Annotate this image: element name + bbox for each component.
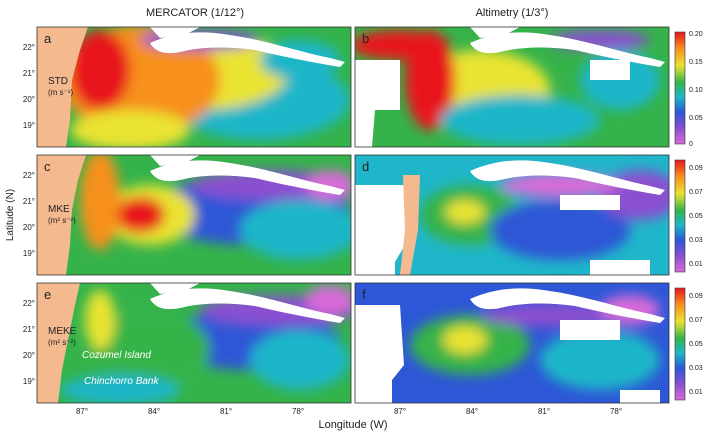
row-1-var-label: STD bbox=[48, 76, 68, 87]
colorbar-row-1: 0.20 0.15 0.10 0.05 0 bbox=[674, 31, 703, 148]
panel-c-letter: c bbox=[44, 159, 51, 174]
lon-tick: 81° bbox=[220, 407, 232, 416]
panel-b-map bbox=[355, 27, 669, 147]
row-2-var-label: MKE bbox=[48, 204, 70, 215]
lat-tick: 19° bbox=[23, 249, 35, 258]
panel-b-frame bbox=[354, 26, 670, 148]
colorbar-tick: 0.05 bbox=[689, 115, 703, 122]
lon-ticks-right: 87° 84° 81° 78° bbox=[394, 407, 622, 416]
panel-d-frame bbox=[354, 154, 670, 276]
lon-tick: 81° bbox=[538, 407, 550, 416]
colorbar-tick: 0.05 bbox=[689, 213, 703, 220]
panel-f-map bbox=[355, 283, 669, 403]
row-2-unit-label: (m² s⁻²) bbox=[48, 216, 76, 225]
lat-tick: 21° bbox=[23, 197, 35, 206]
panel-c-frame bbox=[36, 154, 352, 276]
colorbar-row-3: 0.09 0.07 0.05 0.03 0.01 bbox=[674, 287, 703, 401]
lat-tick: 22° bbox=[23, 43, 35, 52]
panel-e-map bbox=[37, 283, 351, 403]
colorbar-strip bbox=[674, 287, 686, 401]
row-1-unit-label: (m s⁻¹) bbox=[48, 88, 73, 97]
colorbar-tick: 0.15 bbox=[689, 59, 703, 66]
lat-tick: 22° bbox=[23, 299, 35, 308]
colorbar-tick: 0.20 bbox=[689, 31, 703, 38]
panel-a-map bbox=[37, 27, 351, 147]
colorbar-tick: 0.05 bbox=[689, 341, 703, 348]
colorbar-tick: 0.07 bbox=[689, 317, 703, 324]
lon-tick: 84° bbox=[466, 407, 478, 416]
panel-c-map bbox=[37, 155, 351, 275]
lon-tick: 84° bbox=[148, 407, 160, 416]
panel-f-letter: f bbox=[362, 287, 366, 302]
panel-a-letter: a bbox=[44, 31, 52, 46]
lon-tick: 78° bbox=[610, 407, 622, 416]
column-title-altimetry: Altimetry (1/3°) bbox=[476, 7, 549, 19]
row-3-unit-label: (m² s⁻²) bbox=[48, 338, 76, 347]
lat-tick: 22° bbox=[23, 171, 35, 180]
lat-tick: 21° bbox=[23, 69, 35, 78]
lat-tick: 19° bbox=[23, 121, 35, 130]
lat-tick: 20° bbox=[23, 95, 35, 104]
lat-tick: 21° bbox=[23, 325, 35, 334]
lat-ticks-row-3: 22° 21° 20° 19° bbox=[23, 299, 35, 386]
row-3-var-label: MEKE bbox=[48, 326, 77, 337]
chinchorro-bank-label: Chinchorro Bank bbox=[84, 376, 159, 387]
cozumel-island-label: Cozumel Island bbox=[82, 350, 151, 361]
lat-ticks-row-2: 22° 21° 20° 19° bbox=[23, 171, 35, 258]
panel-f-frame bbox=[354, 282, 670, 404]
panel-d-letter: d bbox=[362, 159, 369, 174]
lon-ticks-left: 87° 84° 81° 78° bbox=[76, 407, 304, 416]
colorbar-tick: 0.03 bbox=[689, 237, 703, 244]
lat-ticks-row-1: 22° 21° 20° 19° bbox=[23, 43, 35, 130]
lat-tick: 20° bbox=[23, 351, 35, 360]
colorbar-strip bbox=[674, 159, 686, 273]
colorbar-strip bbox=[674, 31, 686, 145]
colorbar-tick: 0.09 bbox=[689, 293, 703, 300]
colorbar-tick: 0.01 bbox=[689, 389, 703, 396]
colorbar-row-2: 0.09 0.07 0.05 0.03 0.01 bbox=[674, 159, 703, 273]
panel-d-map bbox=[355, 155, 669, 275]
colorbar-tick: 0.09 bbox=[689, 165, 703, 172]
colorbar-tick: 0.01 bbox=[689, 261, 703, 268]
panel-e-letter: e bbox=[44, 287, 51, 302]
panel-e-frame bbox=[36, 282, 352, 404]
y-axis-label: Latitude (N) bbox=[5, 189, 16, 241]
lon-tick: 78° bbox=[292, 407, 304, 416]
lat-tick: 20° bbox=[23, 223, 35, 232]
colorbar-tick: 0.07 bbox=[689, 189, 703, 196]
x-axis-label: Longitude (W) bbox=[318, 419, 387, 431]
colorbar-tick: 0 bbox=[689, 141, 693, 148]
lon-tick: 87° bbox=[76, 407, 88, 416]
lat-tick: 19° bbox=[23, 377, 35, 386]
colorbar-tick: 0.10 bbox=[689, 87, 703, 94]
panel-a-frame bbox=[36, 26, 352, 148]
column-title-mercator: MERCATOR (1/12°) bbox=[146, 7, 244, 19]
colorbar-tick: 0.03 bbox=[689, 365, 703, 372]
lon-tick: 87° bbox=[394, 407, 406, 416]
panel-b-letter: b bbox=[362, 31, 369, 46]
